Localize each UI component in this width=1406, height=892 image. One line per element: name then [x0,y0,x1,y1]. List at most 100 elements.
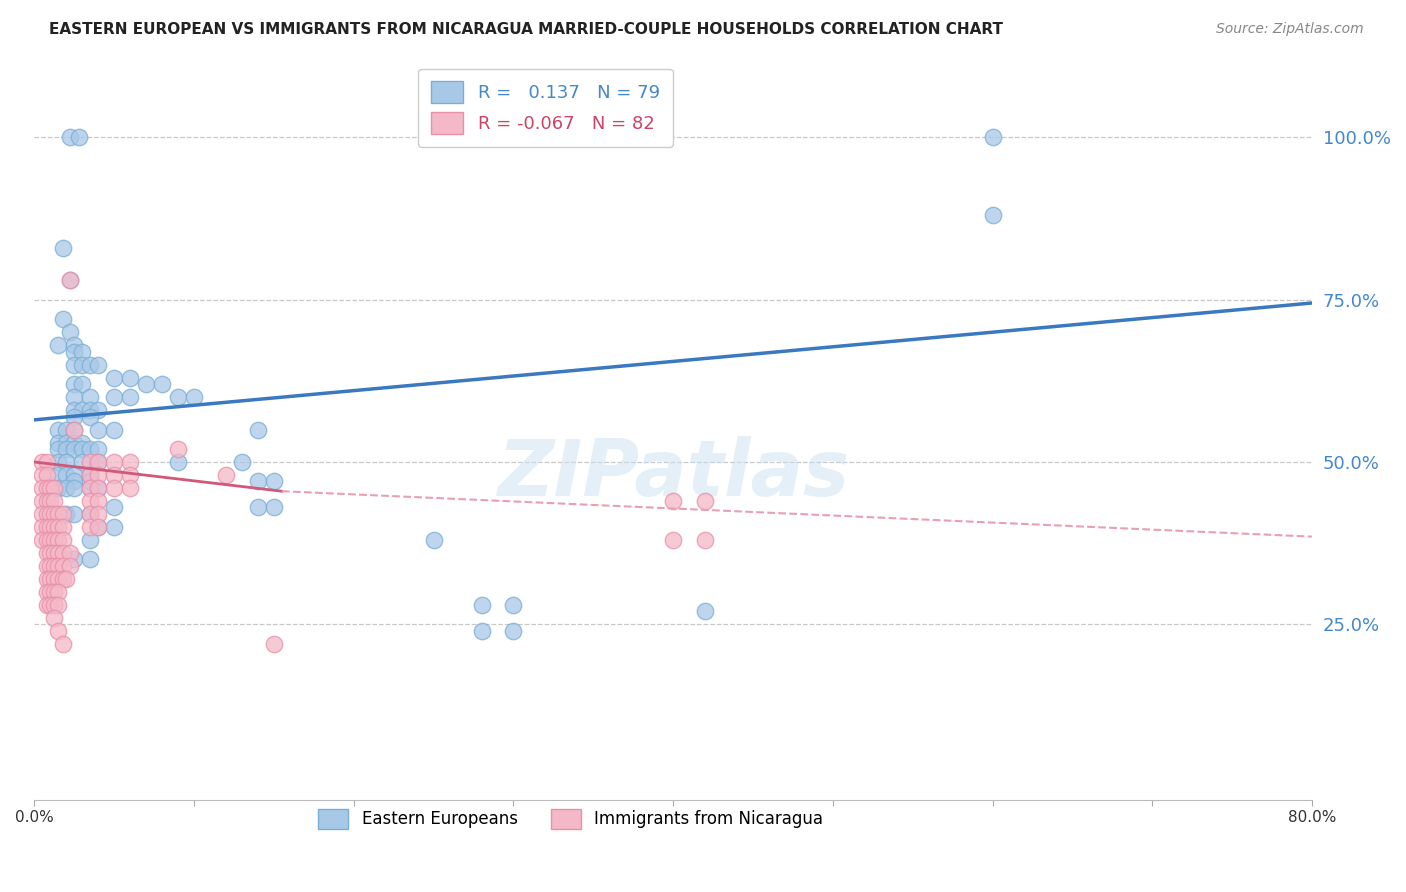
Point [215,468,238,483]
Point [63,442,86,456]
Point [79,533,101,547]
Point [103,520,125,534]
Legend: Eastern Europeans, Immigrants from Nicaragua: Eastern Europeans, Immigrants from Nicar… [312,802,830,836]
Point [981,130,1004,145]
Point [46,423,69,437]
Point [37,507,59,521]
Point [79,507,101,521]
Point [72,455,94,469]
Point [103,481,125,495]
Point [46,481,69,495]
Point [42,572,65,586]
Point [79,409,101,424]
Point [167,455,190,469]
Point [63,358,86,372]
Point [263,637,285,651]
Point [46,624,69,638]
Point [46,435,69,450]
Point [58,273,80,287]
Point [46,468,69,483]
Point [31,494,53,508]
Point [103,500,125,515]
Point [42,546,65,560]
Point [31,455,53,469]
Point [470,624,492,638]
Point [79,455,101,469]
Point [42,494,65,508]
Point [46,507,69,521]
Point [120,390,142,404]
Point [120,370,142,384]
Point [37,598,59,612]
Point [87,423,110,437]
Point [42,533,65,547]
Point [167,390,190,404]
Point [72,377,94,392]
Point [103,423,125,437]
Point [63,390,86,404]
Point [63,403,86,417]
Point [79,552,101,566]
Point [120,481,142,495]
Point [58,546,80,560]
Point [46,338,69,352]
Point [79,494,101,508]
Point [37,558,59,573]
Point [58,130,80,145]
Point [42,584,65,599]
Point [42,611,65,625]
Point [72,435,94,450]
Point [63,423,86,437]
Point [72,403,94,417]
Point [63,507,86,521]
Point [52,241,75,255]
Point [183,390,205,404]
Point [87,520,110,534]
Point [63,475,86,489]
Point [263,500,285,515]
Point [263,475,285,489]
Point [63,423,86,437]
Point [231,455,253,469]
Point [63,338,86,352]
Point [39,494,62,508]
Point [37,494,59,508]
Point [55,423,77,437]
Point [72,442,94,456]
Point [37,572,59,586]
Point [39,546,62,560]
Point [63,435,86,450]
Point [31,481,53,495]
Point [87,481,110,495]
Point [37,481,59,495]
Point [63,552,86,566]
Point [87,520,110,534]
Point [31,507,53,521]
Point [79,358,101,372]
Point [37,468,59,483]
Point [246,475,269,489]
Point [103,370,125,384]
Point [246,423,269,437]
Point [52,572,75,586]
Point [55,507,77,521]
Point [58,558,80,573]
Point [55,572,77,586]
Point [42,520,65,534]
Point [150,377,173,392]
Point [67,130,90,145]
Point [37,455,59,469]
Point [120,455,142,469]
Point [87,494,110,508]
Point [39,572,62,586]
Point [79,520,101,534]
Point [55,481,77,495]
Point [79,468,101,483]
Point [87,403,110,417]
Point [87,442,110,456]
Text: ZIPatlas: ZIPatlas [496,436,849,512]
Point [52,520,75,534]
Point [39,558,62,573]
Point [52,507,75,521]
Point [46,455,69,469]
